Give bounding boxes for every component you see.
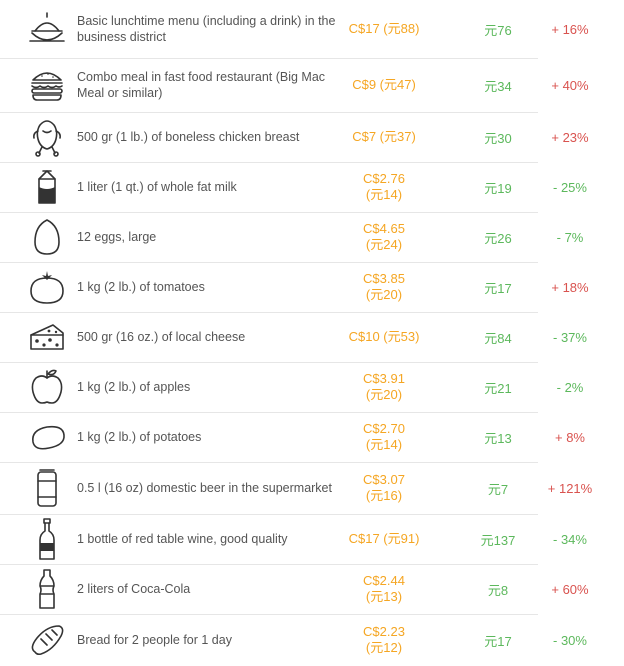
- table-row: 12 eggs, large C$4.65 (元24) 元26 - 7%: [0, 212, 624, 263]
- row-divider: [0, 564, 538, 565]
- item-price: C$2.23 (元12): [363, 624, 405, 655]
- item-price: C$2.70 (元14): [363, 421, 405, 452]
- item-description: 1 kg (2 lb.) of potatoes: [77, 430, 202, 444]
- egg-icon: [26, 212, 68, 262]
- item-price: C$17 (元88): [348, 21, 420, 36]
- item-local-price: 元7: [487, 481, 509, 497]
- potato-icon: [26, 412, 68, 462]
- item-price: C$10 (元53): [348, 329, 420, 344]
- item-description: 500 gr (16 oz.) of local cheese: [77, 330, 246, 344]
- cola-bottle-icon: [26, 564, 68, 614]
- wine-bottle-icon: [26, 514, 68, 564]
- item-price: C$3.91 (元20): [363, 371, 405, 402]
- row-divider: [0, 58, 538, 59]
- item-local-price: 元17: [484, 633, 512, 649]
- item-change: - 25%: [553, 179, 587, 195]
- item-description: 1 liter (1 qt.) of whole fat milk: [77, 180, 237, 194]
- item-change: - 2%: [556, 379, 584, 395]
- item-description: 2 liters of Coca-Cola: [77, 582, 191, 596]
- item-price: C$2.76 (元14): [363, 171, 405, 202]
- item-description: 1 bottle of red table wine, good quality: [77, 532, 288, 546]
- table-row: Bread for 2 people for 1 day C$2.23 (元12)…: [0, 614, 624, 666]
- row-divider: [0, 462, 538, 463]
- row-divider: [0, 212, 538, 213]
- table-row: 1 bottle of red table wine, good quality…: [0, 514, 624, 565]
- table-row: 1 kg (2 lb.) of apples C$3.91 (元20) 元21 -…: [0, 362, 624, 413]
- item-local-price: 元84: [484, 330, 512, 346]
- row-divider: [0, 514, 538, 515]
- item-local-price: 元34: [484, 78, 512, 94]
- item-local-price: 元30: [484, 130, 512, 146]
- item-description: 1 kg (2 lb.) of apples: [77, 380, 191, 394]
- item-description: 1 kg (2 lb.) of tomatoes: [77, 280, 205, 294]
- item-local-price: 元21: [484, 380, 512, 396]
- milk-icon: [26, 162, 68, 212]
- row-divider: [0, 112, 538, 113]
- table-row: 1 kg (2 lb.) of tomatoes C$3.85 (元20) 元17…: [0, 262, 624, 313]
- table-row: 2 liters of Coca-Cola C$2.44 (元13) 元8 + 6…: [0, 564, 624, 615]
- item-description: 0.5 l (16 oz) domestic beer in the super…: [77, 481, 332, 495]
- beer-can-icon: [26, 462, 68, 514]
- item-price: C$7 (元37): [352, 129, 416, 144]
- burger-icon: [26, 58, 68, 112]
- tomato-icon: [26, 262, 68, 312]
- item-price: C$4.65 (元24): [363, 221, 405, 252]
- item-price: C$3.07 (元16): [363, 472, 405, 503]
- row-divider: [0, 162, 538, 163]
- item-local-price: 元8: [487, 582, 509, 598]
- bread-icon: [26, 614, 68, 666]
- item-description: Bread for 2 people for 1 day: [77, 633, 232, 647]
- item-change: + 60%: [551, 581, 589, 597]
- item-change: - 7%: [556, 229, 584, 245]
- table-row: 500 gr (16 oz.) of local cheese C$10 (元5…: [0, 312, 624, 363]
- table-row: 500 gr (1 lb.) of boneless chicken breas…: [0, 112, 624, 163]
- item-description: 500 gr (1 lb.) of boneless chicken breas…: [77, 130, 300, 144]
- item-change: - 37%: [553, 329, 587, 345]
- item-local-price: 元17: [484, 280, 512, 296]
- item-change: + 23%: [551, 129, 589, 145]
- item-local-price: 元13: [484, 430, 512, 446]
- item-price: C$9 (元47): [352, 77, 416, 92]
- row-divider: [0, 262, 538, 263]
- row-divider: [0, 362, 538, 363]
- item-local-price: 元26: [484, 230, 512, 246]
- item-change: - 30%: [553, 632, 587, 648]
- item-price: C$2.44 (元13): [363, 573, 405, 604]
- item-change: + 16%: [551, 21, 589, 37]
- cheese-icon: [26, 312, 68, 362]
- table-row: Basic lunchtime menu (including a drink)…: [0, 0, 624, 59]
- table-row: 1 liter (1 qt.) of whole fat milk C$2.76…: [0, 162, 624, 213]
- row-divider: [0, 412, 538, 413]
- item-description: 12 eggs, large: [77, 230, 157, 244]
- apple-icon: [26, 362, 68, 412]
- item-change: - 34%: [553, 531, 587, 547]
- table-row: Combo meal in fast food restaurant (Big …: [0, 58, 624, 113]
- item-change: + 8%: [555, 429, 585, 445]
- row-divider: [0, 312, 538, 313]
- item-change: + 18%: [551, 279, 589, 295]
- item-local-price: 元19: [484, 180, 512, 196]
- item-local-price: 元137: [480, 532, 516, 548]
- chicken-icon: [26, 112, 68, 162]
- item-price: C$3.85 (元20): [363, 271, 405, 302]
- item-price: C$17 (元91): [348, 531, 420, 546]
- lunch-menu-icon: [26, 0, 68, 58]
- item-change: + 40%: [551, 77, 589, 93]
- table-row: 0.5 l (16 oz) domestic beer in the super…: [0, 462, 624, 515]
- item-local-price: 元76: [484, 22, 512, 38]
- item-description: Combo meal in fast food restaurant (Big …: [77, 70, 326, 100]
- item-description: Basic lunchtime menu (including a drink)…: [77, 14, 336, 44]
- item-change: + 121%: [547, 480, 593, 496]
- row-divider: [0, 614, 538, 615]
- table-row: 1 kg (2 lb.) of potatoes C$2.70 (元14) 元13…: [0, 412, 624, 463]
